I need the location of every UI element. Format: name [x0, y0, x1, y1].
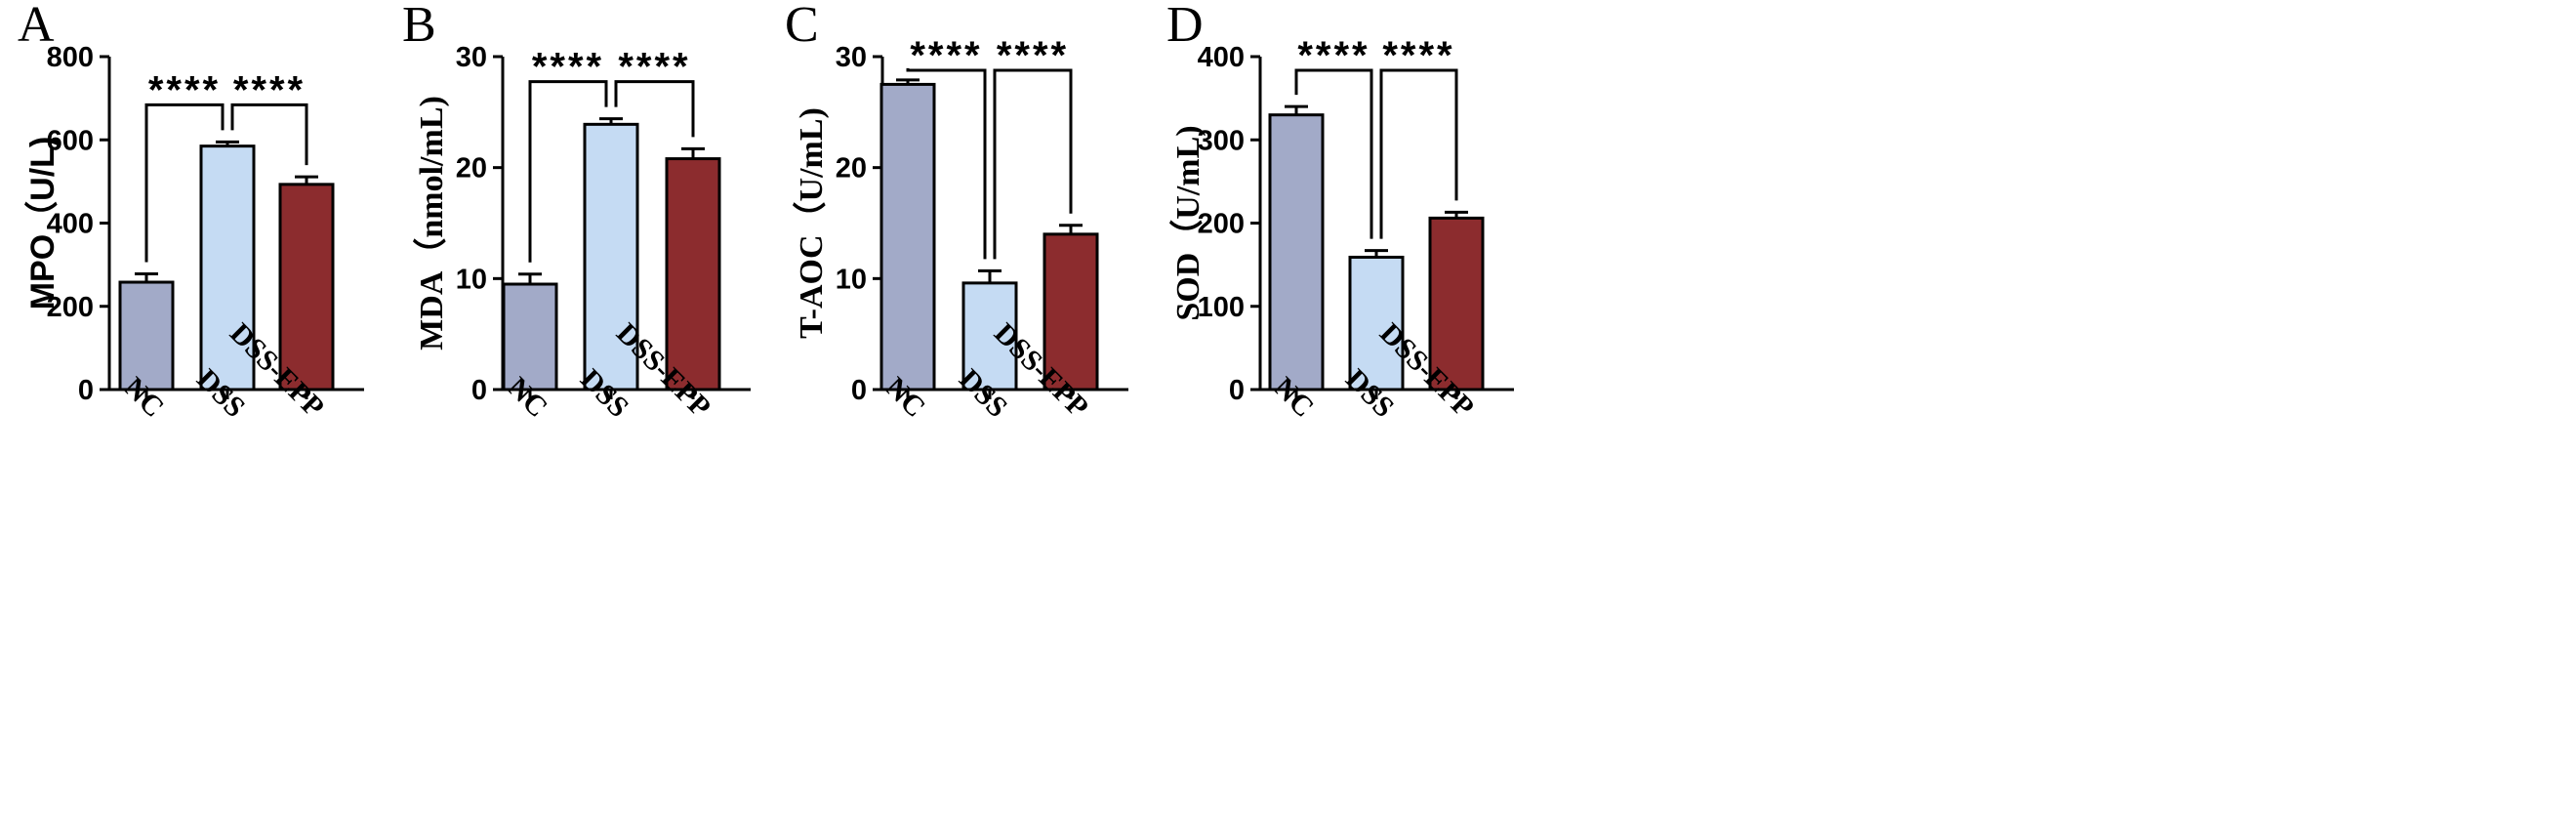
y-tick-label: 400 — [1198, 42, 1245, 73]
significance-label: **** — [1297, 34, 1370, 77]
y-tick-label: 200 — [1198, 209, 1245, 240]
bar-dss — [961, 281, 1018, 392]
significance-label: **** — [997, 34, 1069, 77]
y-axis-title: MDA（nmol/mL) — [412, 96, 450, 351]
significance-label: **** — [618, 46, 690, 89]
y-tick-label: 30 — [456, 42, 487, 73]
y-tick-label: 10 — [836, 264, 867, 295]
panel-letter: B — [402, 0, 436, 53]
y-tick-label: 30 — [836, 42, 867, 73]
y-tick-label: 20 — [456, 153, 487, 185]
y-tick-label: 0 — [78, 375, 94, 406]
significance-label: **** — [233, 68, 306, 111]
y-axis-title: SOD（U/mL) — [1168, 125, 1206, 320]
significance-bracket — [1379, 68, 1458, 239]
y-tick-label: 100 — [1198, 292, 1245, 323]
panel-letter: A — [18, 0, 55, 53]
y-axis-title: MPO（U/L) — [23, 137, 61, 310]
significance-bracket — [528, 80, 608, 263]
bar-dss-epp — [1428, 216, 1485, 392]
bar-dss-epp — [278, 183, 335, 392]
significance-bracket — [144, 103, 225, 263]
bar-nc — [118, 280, 175, 392]
y-tick-label: 400 — [47, 209, 94, 240]
y-tick-label: 0 — [471, 375, 487, 406]
bar-nc — [502, 282, 558, 392]
significance-label: **** — [1382, 34, 1454, 77]
bar-dss — [199, 144, 256, 392]
significance-label: **** — [910, 34, 982, 77]
y-tick-label: 200 — [47, 292, 94, 323]
significance-label: **** — [148, 68, 221, 111]
significance-label: **** — [532, 46, 604, 89]
significance-bracket — [614, 80, 695, 138]
bar-dss-epp — [665, 157, 721, 392]
significance-bracket — [230, 103, 308, 166]
significance-bracket — [993, 68, 1073, 260]
bar-dss — [1348, 255, 1405, 392]
y-tick-label: 800 — [47, 42, 94, 73]
significance-bracket — [1294, 68, 1373, 239]
y-tick-label: 300 — [1198, 125, 1245, 156]
y-axis-title: T-AOC（U/mL) — [792, 107, 830, 339]
y-tick-label: 0 — [851, 375, 867, 406]
y-tick-label: 10 — [456, 264, 487, 295]
panel-letter: D — [1166, 0, 1204, 53]
y-tick-label: 0 — [1229, 375, 1245, 406]
panel-letter: C — [785, 0, 819, 53]
bar-nc — [1268, 113, 1325, 392]
significance-bracket — [906, 67, 987, 260]
y-tick-label: 20 — [836, 153, 867, 185]
bar-nc — [879, 82, 936, 392]
y-tick-label: 600 — [47, 125, 94, 156]
